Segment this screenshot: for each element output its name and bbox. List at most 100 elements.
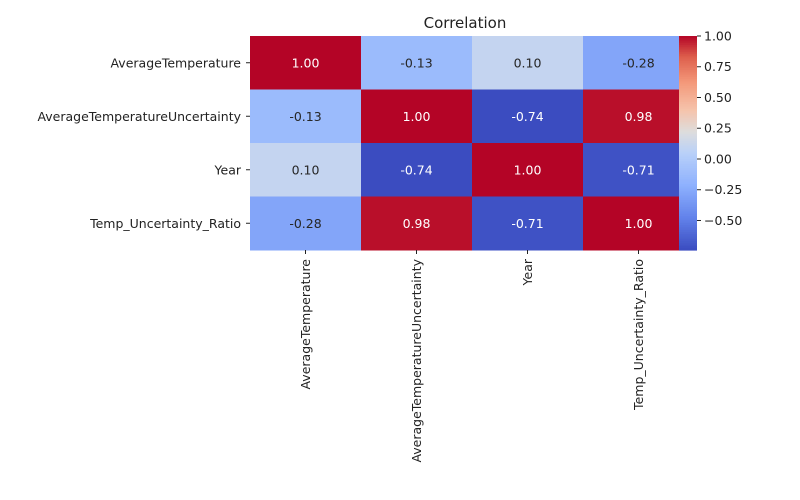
colorbar-segment [679,36,697,39]
colorbar-segment [679,166,697,169]
colorbar-segment [679,44,697,48]
colorbar-segment [679,194,697,198]
colorbar-segment [679,210,697,214]
colorbar-segment [679,107,697,110]
colorbar-segment [679,167,697,171]
colorbar-segment [679,217,697,221]
colorbar-segment [679,230,697,233]
colorbar-segment [679,198,697,201]
colorbar-segment [679,159,697,162]
colorbar-segment [679,105,697,108]
colorbar-segment [679,160,697,164]
colorbar-segment [679,82,697,85]
cell-annotation: 1.00 [292,55,320,70]
colorbar-segment [679,121,697,124]
y-tick-label: Temp_Uncertainty_Ratio [89,216,241,231]
heatmap-cell [583,143,695,197]
colorbar-segment [679,55,697,58]
cell-annotation: 1.00 [625,216,653,231]
colorbar-segment [679,244,697,248]
colorbar-segment [679,114,697,117]
colorbar-segment [679,141,697,144]
colorbar-segment [679,46,697,50]
colorbar-segment [679,135,697,139]
colorbar-tick-label: 0.25 [704,121,732,136]
heatmap-cell [583,89,695,144]
colorbar-segment [679,100,697,103]
colorbar-segment [679,89,697,92]
colorbar-segment [679,176,697,180]
heatmap-cell [472,89,584,144]
colorbar-segment [679,93,697,96]
colorbar-segment [679,71,697,75]
heatmap-cell [361,143,473,197]
colorbar-segment [679,62,697,66]
colorbar-segment [679,68,697,71]
colorbar-segment [679,192,697,196]
colorbar-segment [679,84,697,87]
colorbar-tick-label: −0.25 [704,182,742,197]
colorbar-segment [679,94,697,98]
colorbar-segment [679,248,697,251]
colorbar-segment [679,221,697,224]
colorbar-segment [679,157,697,160]
cell-annotation: 0.10 [514,55,542,70]
colorbar-segment [679,98,697,101]
colorbar-tick-label: 1.00 [704,29,732,44]
y-tick-label: AverageTemperature [110,55,241,70]
colorbar-segment [679,125,697,128]
cell-annotation: -0.13 [400,55,432,70]
colorbar-segment [679,175,697,178]
colorbar-segment [679,60,697,64]
y-tick-label: AverageTemperatureUncertainty [37,109,241,124]
colorbar-segment [679,232,697,235]
heatmap-cell [361,196,473,251]
colorbar-segment [679,208,697,212]
colorbar-segment [679,143,697,146]
colorbar-segment [679,87,697,91]
colorbar-segment [679,41,697,44]
colorbar-segment [679,226,697,230]
colorbar-segment [679,201,697,205]
cell-annotation: 1.00 [403,109,431,124]
colorbar-segment [679,96,697,100]
heatmap-cell [583,196,695,251]
colorbar-segment [679,233,697,237]
colorbar-segment [679,228,697,231]
colorbar-segment [679,130,697,133]
colorbar-segment [679,223,697,226]
colorbar-segment [679,116,697,119]
colorbar-segment [679,182,697,185]
heatmap-cell [250,36,362,90]
colorbar-segment [679,118,697,121]
colorbar-segment [679,69,697,73]
colorbar-segment [679,241,697,244]
heatmap-cell [361,36,473,90]
colorbar-segment [679,151,697,155]
cell-annotation: -0.71 [622,162,654,177]
heatmap-cell [250,196,362,251]
x-tick-label: AverageTemperatureUncertainty [409,258,424,462]
colorbar-segment [679,153,697,157]
y-tick-labels: AverageTemperature AverageTemperatureUnce… [37,55,250,231]
cell-annotation: 1.00 [514,162,542,177]
colorbar-segment [679,103,697,107]
colorbar-segment [679,237,697,240]
colorbar-segment [679,178,697,182]
cell-annotation: 0.98 [403,216,431,231]
colorbar-tick-label: 0.50 [704,90,732,105]
colorbar-segment [679,85,697,89]
colorbar-segment [679,219,697,223]
cell-annotation: -0.13 [289,109,321,124]
cell-annotation: -0.74 [400,162,432,177]
colorbar-segment [679,80,697,83]
colorbar-segment [679,242,697,246]
colorbar-segment [679,205,697,208]
y-tick-label: Year [214,162,242,177]
colorbar-segment [679,246,697,249]
colorbar-segment [679,78,697,82]
colorbar-segment [679,64,697,67]
colorbar-segment [679,57,697,60]
heatmap-cell [472,143,584,197]
colorbar-segment [679,150,697,153]
